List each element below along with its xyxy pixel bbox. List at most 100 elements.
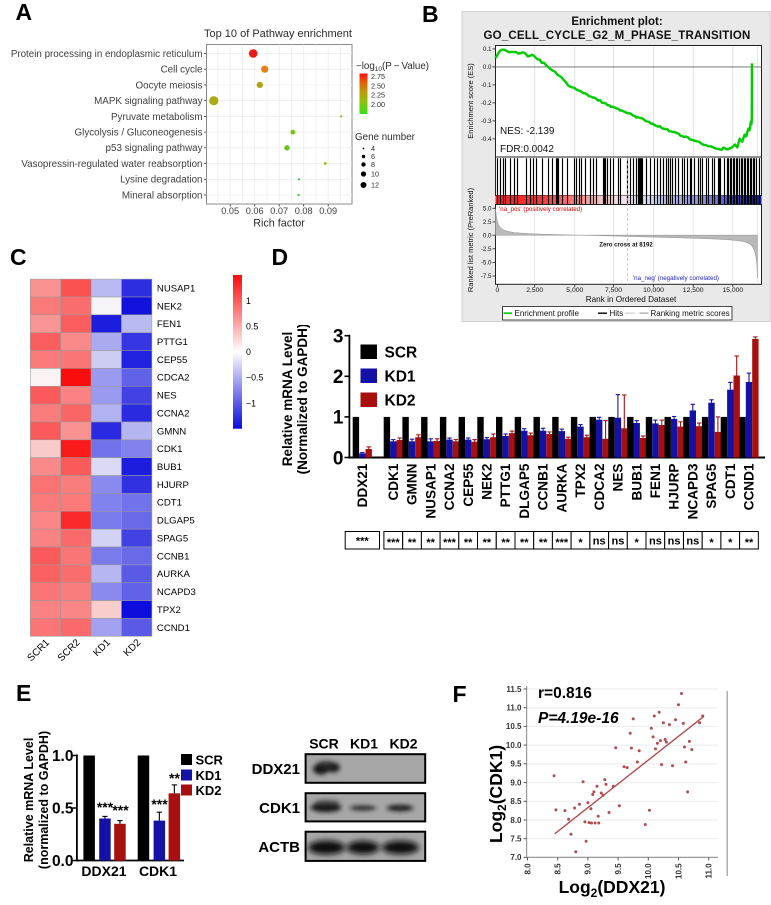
svg-text:NUSAP1: NUSAP1 bbox=[157, 283, 195, 294]
svg-text:NCAPD3: NCAPD3 bbox=[157, 587, 196, 598]
svg-text:Relative mRNA Level: Relative mRNA Level bbox=[22, 738, 36, 863]
svg-text:BUB1: BUB1 bbox=[629, 463, 644, 500]
svg-text:Enrichment plot:: Enrichment plot: bbox=[571, 16, 662, 28]
svg-text:6: 6 bbox=[371, 152, 375, 161]
svg-text:AURKA: AURKA bbox=[157, 569, 191, 580]
svg-text:10.5: 10.5 bbox=[506, 722, 522, 731]
svg-text:10.0: 10.0 bbox=[644, 863, 653, 879]
svg-text:ns: ns bbox=[668, 536, 681, 548]
svg-text:'na_pos' (positively correlate: 'na_pos' (positively correlated) bbox=[499, 206, 582, 213]
svg-text:AURKA: AURKA bbox=[554, 463, 569, 512]
svg-text:GMNN: GMNN bbox=[405, 464, 420, 506]
svg-text:9.5: 9.5 bbox=[614, 863, 623, 875]
svg-text:Rich factor: Rich factor bbox=[253, 218, 305, 230]
svg-text:***: *** bbox=[97, 799, 114, 815]
svg-text:2.50: 2.50 bbox=[371, 81, 385, 90]
svg-text:CCNA2: CCNA2 bbox=[157, 409, 190, 420]
svg-text:Zero cross at 8192: Zero cross at 8192 bbox=[599, 242, 653, 249]
svg-text:CDK1: CDK1 bbox=[139, 863, 177, 879]
svg-text:8.0: 8.0 bbox=[510, 816, 522, 825]
svg-text:-0.2: -0.2 bbox=[481, 100, 492, 107]
svg-text:Lysine degradation: Lysine degradation bbox=[120, 175, 202, 186]
svg-text:P=4.19e-16: P=4.19e-16 bbox=[538, 710, 619, 727]
svg-text:-2.5: -2.5 bbox=[481, 246, 492, 253]
svg-text:SCR: SCR bbox=[385, 345, 418, 362]
svg-text:**: ** bbox=[169, 770, 180, 786]
svg-text:CCNA2: CCNA2 bbox=[442, 463, 457, 510]
svg-text:p53 signaling pathway: p53 signaling pathway bbox=[106, 143, 203, 154]
svg-text:ACTB: ACTB bbox=[258, 839, 300, 856]
svg-text:FEN1: FEN1 bbox=[157, 319, 182, 330]
svg-text:Log2(DDX21): Log2(DDX21) bbox=[559, 877, 666, 900]
svg-text:Ranked list metric (PreRanked): Ranked list metric (PreRanked) bbox=[466, 187, 475, 292]
svg-text:*: * bbox=[635, 537, 640, 549]
svg-text:Cell cycle: Cell cycle bbox=[161, 65, 203, 76]
svg-text:KD2: KD2 bbox=[196, 783, 222, 798]
svg-text:SCR: SCR bbox=[309, 736, 339, 752]
svg-text:DDX21: DDX21 bbox=[81, 863, 126, 879]
svg-text:**: ** bbox=[408, 537, 417, 549]
svg-text:1: 1 bbox=[246, 296, 251, 306]
svg-text:15,000: 15,000 bbox=[722, 287, 743, 294]
svg-text:12,500: 12,500 bbox=[683, 287, 704, 294]
svg-text:Vasopressin-regulated water re: Vasopressin-regulated water reabsorption bbox=[21, 159, 202, 170]
svg-text:**: ** bbox=[483, 537, 492, 549]
svg-text:*: * bbox=[578, 537, 583, 549]
svg-text:Gene number: Gene number bbox=[355, 132, 416, 143]
svg-text:−1: −1 bbox=[246, 398, 256, 408]
svg-text:Top 10 of Pathway enrichment: Top 10 of Pathway enrichment bbox=[204, 28, 352, 40]
svg-text:0.08: 0.08 bbox=[295, 206, 313, 216]
svg-text:CDK1: CDK1 bbox=[259, 800, 300, 817]
svg-text:ns: ns bbox=[649, 536, 662, 548]
svg-text:0.1: 0.1 bbox=[483, 46, 492, 53]
svg-text:**: ** bbox=[501, 537, 510, 549]
svg-text:CDCA2: CDCA2 bbox=[592, 463, 607, 510]
svg-text:KD1: KD1 bbox=[196, 768, 222, 783]
svg-text:5.0: 5.0 bbox=[483, 206, 492, 213]
svg-text:CEP55: CEP55 bbox=[157, 355, 187, 366]
svg-text:CDT1: CDT1 bbox=[157, 498, 182, 509]
svg-text:9.0: 9.0 bbox=[584, 863, 593, 875]
svg-text:CDCA2: CDCA2 bbox=[157, 373, 190, 384]
svg-text:***: *** bbox=[151, 796, 168, 812]
svg-text:-0.4: -0.4 bbox=[481, 136, 492, 143]
svg-text:CDT1: CDT1 bbox=[723, 463, 738, 499]
svg-text:0.0: 0.0 bbox=[52, 853, 74, 870]
svg-text:DLGAP5: DLGAP5 bbox=[517, 463, 532, 519]
svg-text:5,000: 5,000 bbox=[566, 287, 583, 294]
svg-text:**: ** bbox=[539, 537, 548, 549]
svg-text:KD1: KD1 bbox=[350, 736, 378, 752]
svg-text:ns: ns bbox=[593, 536, 606, 548]
svg-text:Protein processing in endoplas: Protein processing in endoplasmic reticu… bbox=[11, 49, 203, 60]
svg-text:CEP55: CEP55 bbox=[461, 463, 476, 507]
svg-text:Rank in Ordered Dataset: Rank in Ordered Dataset bbox=[586, 295, 677, 304]
svg-text:PTTG1: PTTG1 bbox=[498, 463, 513, 507]
svg-text:CCND1: CCND1 bbox=[157, 623, 190, 634]
svg-text:(Normalized to GAPDH): (Normalized to GAPDH) bbox=[295, 325, 310, 474]
svg-text:GO_CELL_CYCLE_G2_M_PHASE_TRANS: GO_CELL_CYCLE_G2_M_PHASE_TRANSITION bbox=[483, 30, 750, 42]
svg-text:11.0: 11.0 bbox=[705, 863, 714, 879]
svg-text:SPAG5: SPAG5 bbox=[704, 463, 719, 509]
svg-text:Glycolysis / Gluconeogenesis: Glycolysis / Gluconeogenesis bbox=[75, 128, 203, 139]
svg-text:10.5: 10.5 bbox=[674, 863, 683, 879]
svg-text:DDX21: DDX21 bbox=[355, 463, 370, 507]
svg-text:(normalized to GAPDH): (normalized to GAPDH) bbox=[37, 731, 51, 869]
svg-text:NES: -2.139: NES: -2.139 bbox=[500, 126, 555, 137]
svg-text:GMNN: GMNN bbox=[157, 426, 186, 437]
svg-text:0.5: 0.5 bbox=[52, 801, 74, 818]
svg-text:-5.0: -5.0 bbox=[481, 260, 492, 267]
svg-text:**: ** bbox=[464, 537, 473, 549]
svg-text:TPX2: TPX2 bbox=[157, 605, 181, 616]
svg-text:11.5: 11.5 bbox=[506, 685, 522, 694]
svg-text:CDK1: CDK1 bbox=[157, 444, 183, 455]
svg-text:Ranking metric scores: Ranking metric scores bbox=[651, 309, 730, 318]
svg-text:-0.3: -0.3 bbox=[481, 118, 492, 125]
svg-text:2: 2 bbox=[333, 367, 344, 388]
svg-text:r=0.816: r=0.816 bbox=[538, 685, 592, 702]
svg-text:10,000: 10,000 bbox=[643, 287, 664, 294]
svg-text:KD2: KD2 bbox=[385, 393, 416, 410]
svg-text:Hits: Hits bbox=[610, 309, 624, 318]
svg-text:3: 3 bbox=[333, 327, 344, 348]
svg-text:0.09: 0.09 bbox=[319, 206, 337, 216]
svg-text:'na_neg' (negatively correlate: 'na_neg' (negatively correlated) bbox=[633, 275, 719, 282]
